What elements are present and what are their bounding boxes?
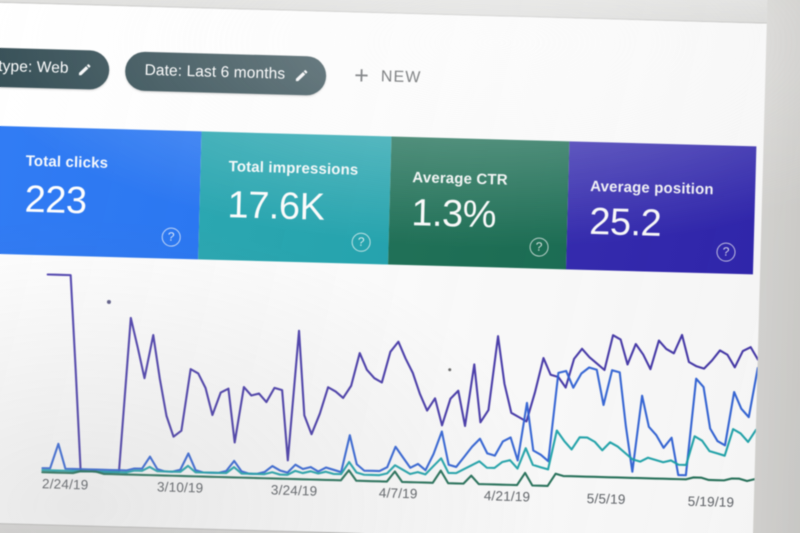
x-axis-tick-label: 5/19/19	[687, 493, 735, 510]
chart-series-average-position	[46, 273, 790, 474]
help-circle-icon[interactable]: ?	[716, 242, 736, 262]
x-axis-tick-label: 3/24/19	[270, 482, 318, 499]
metric-card-value: 17.6K	[227, 184, 325, 229]
metric-card-label: Total impressions	[228, 158, 359, 179]
metric-cards-row: Total clicks 223 ? Total impressions 17.…	[0, 125, 757, 275]
performance-chart[interactable]: 2/24/19 3/10/19 3/24/19 4/7/19 4/21/19 5/5/19…	[0, 256, 793, 533]
date-range-chip[interactable]: Date: Last 6 months	[125, 50, 327, 96]
metric-card-label: Average CTR	[412, 169, 508, 189]
performance-chart-svg[interactable]	[0, 257, 793, 501]
metric-card-value: 223	[24, 178, 88, 223]
new-filter-button[interactable]: + NEW	[353, 61, 422, 91]
help-circle-icon[interactable]: ?	[161, 227, 181, 247]
help-circle-icon[interactable]: ?	[351, 232, 371, 253]
x-axis-tick-label: 5/5/19	[586, 490, 626, 508]
metric-card-value: 1.3%	[410, 192, 497, 237]
chart-series-total-impressions	[41, 366, 787, 477]
filters-toolbar: type: Web Date: Last 6 months + NEW	[0, 43, 799, 113]
pencil-icon[interactable]	[77, 62, 92, 77]
search-type-chip[interactable]: type: Web	[0, 45, 111, 90]
date-range-chip-label: Date: Last 6 months	[144, 61, 286, 83]
x-axis-tick-label: 3/10/19	[156, 479, 204, 496]
plus-icon: +	[353, 61, 371, 90]
metric-card-label: Average position	[590, 177, 714, 199]
new-filter-label: NEW	[380, 68, 422, 87]
metric-card-total-clicks[interactable]: Total clicks 223 ?	[0, 125, 202, 260]
x-axis-tick-label: 2/24/19	[41, 476, 89, 493]
metric-card-value: 25.2	[588, 200, 662, 245]
x-axis-tick-label: 4/21/19	[483, 488, 531, 505]
metric-card-average-ctr[interactable]: Average CTR 1.3% ?	[388, 136, 570, 270]
help-circle-icon[interactable]: ?	[529, 237, 549, 257]
metric-card-total-impressions[interactable]: Total impressions 17.6K ?	[198, 131, 392, 265]
metric-card-average-position[interactable]: Average position 25.2 ?	[565, 141, 757, 275]
x-axis-tick-label: 4/7/19	[378, 485, 418, 502]
search-type-chip-label: type: Web	[0, 57, 69, 77]
pencil-icon[interactable]	[294, 67, 309, 82]
metric-card-label: Total clicks	[25, 152, 109, 172]
dust-speck	[448, 368, 452, 372]
